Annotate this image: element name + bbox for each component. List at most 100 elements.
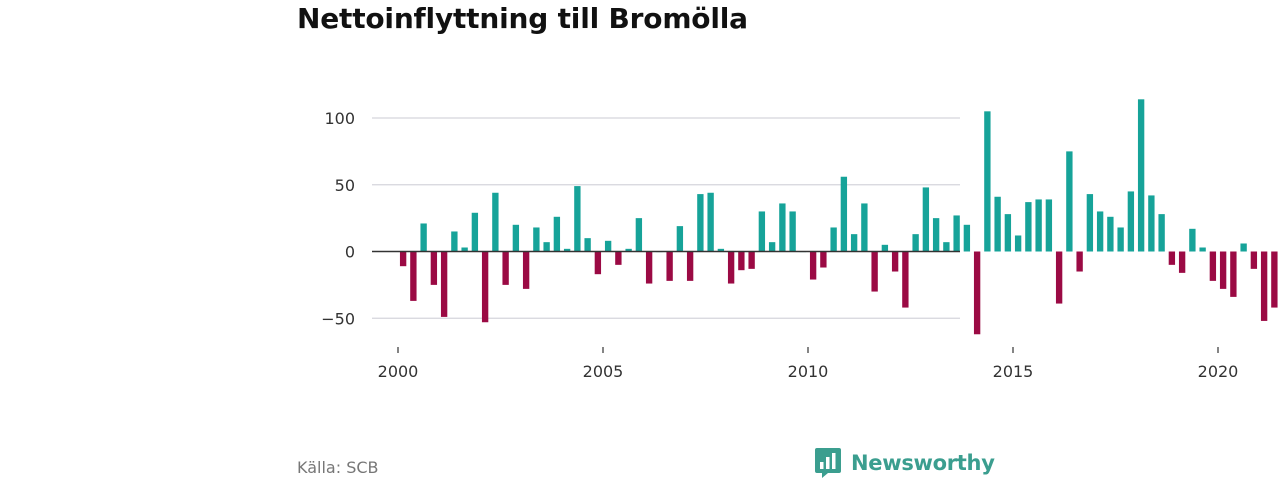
bar <box>543 242 550 252</box>
bar <box>584 238 591 252</box>
bar <box>1045 199 1053 252</box>
bar <box>922 187 930 252</box>
bar <box>1014 235 1022 252</box>
bar <box>410 251 417 301</box>
gridlines <box>372 117 960 319</box>
bar <box>912 234 919 252</box>
y-tick-label: −50 <box>321 309 355 328</box>
bar <box>1199 247 1206 252</box>
bar <box>1240 243 1247 252</box>
bar <box>1004 214 1012 252</box>
y-tick-label: 0 <box>345 243 355 262</box>
bar <box>1260 251 1268 321</box>
bar <box>850 234 858 252</box>
axes: −50050100200020052010201520202025 <box>321 109 1239 381</box>
bar-chart-speech-bubble-icon <box>815 448 841 478</box>
bar <box>594 251 602 275</box>
bar <box>748 251 755 269</box>
bar <box>451 231 458 252</box>
bar <box>861 203 868 252</box>
bar <box>902 251 909 308</box>
bar <box>635 218 643 252</box>
bar <box>686 251 694 281</box>
bar <box>943 242 950 252</box>
bar <box>1250 251 1258 269</box>
bar <box>1127 191 1135 252</box>
y-tick-label: 50 <box>335 176 355 195</box>
bar <box>625 248 632 252</box>
bar <box>963 224 971 252</box>
x-tick-label: 2020 <box>1198 362 1239 381</box>
bar <box>645 251 653 284</box>
bar <box>953 215 960 252</box>
bar <box>779 203 786 252</box>
bar <box>522 251 530 289</box>
bar <box>481 251 489 323</box>
chart-title: Nettoinflyttning till Bromölla <box>297 2 748 35</box>
bar <box>994 196 1001 252</box>
bar <box>492 192 499 252</box>
bar <box>738 251 745 271</box>
bar <box>471 212 479 252</box>
bar <box>1271 251 1278 308</box>
bar <box>768 242 776 252</box>
bar <box>502 251 509 285</box>
x-tick-label: 2000 <box>378 362 419 381</box>
y-tick-label: 100 <box>324 109 355 128</box>
bar <box>1107 216 1114 252</box>
bar <box>820 251 827 268</box>
bar <box>676 226 684 252</box>
bar <box>984 111 991 252</box>
bar <box>1117 227 1124 252</box>
x-tick-label: 2015 <box>993 362 1034 381</box>
bar <box>1168 251 1176 265</box>
bar <box>717 248 725 252</box>
bar <box>1055 251 1063 304</box>
bar <box>1086 194 1094 252</box>
bar <box>399 251 407 267</box>
bar <box>1209 251 1217 281</box>
bar <box>430 251 438 285</box>
bar <box>533 227 540 252</box>
bar <box>615 251 622 265</box>
bar <box>1096 211 1104 252</box>
bar <box>1035 199 1042 252</box>
bar <box>1148 195 1155 252</box>
brand-logo: Newsworthy <box>814 447 995 479</box>
bars <box>399 99 1278 335</box>
bar <box>697 194 704 252</box>
bar <box>666 251 673 281</box>
bar <box>512 224 520 252</box>
x-tick-label: 2010 <box>788 362 829 381</box>
bar <box>932 218 940 252</box>
bar-chart: −50050100200020052010201520202025 <box>321 99 1278 381</box>
bar <box>1189 228 1196 252</box>
bar <box>871 251 878 292</box>
bar <box>553 216 561 252</box>
bar <box>1178 251 1186 273</box>
bar <box>758 211 766 252</box>
x-tick-label: 2005 <box>583 362 624 381</box>
bar <box>1230 251 1237 297</box>
bar <box>881 244 889 252</box>
bar <box>1137 99 1145 252</box>
bar <box>840 176 848 252</box>
bar <box>891 251 899 272</box>
bar <box>604 240 612 252</box>
bar <box>574 186 581 252</box>
bar <box>1219 251 1227 289</box>
brand-name: Newsworthy <box>851 451 995 475</box>
bar <box>830 227 837 252</box>
bar <box>1025 202 1032 252</box>
bar <box>461 247 468 252</box>
bar <box>1066 151 1073 252</box>
bar <box>420 223 427 252</box>
bar <box>789 211 796 252</box>
bar <box>563 248 571 252</box>
source-note: Källa: SCB <box>297 458 379 477</box>
bar <box>1076 251 1083 272</box>
bar <box>727 251 735 284</box>
bar <box>1158 214 1165 252</box>
bar <box>809 251 817 280</box>
bar <box>707 192 714 252</box>
